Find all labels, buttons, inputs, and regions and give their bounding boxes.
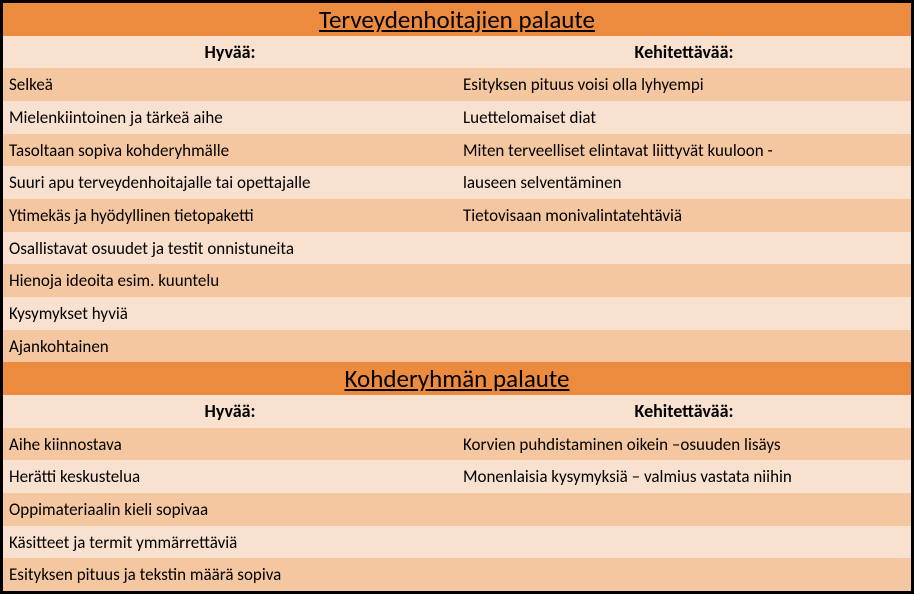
cell-improve — [457, 526, 911, 559]
table-row: Hienoja ideoita esim. kuuntelu — [3, 264, 911, 297]
col-header-good: Hyvää: — [3, 36, 457, 69]
table-row: Suuri apu terveydenhoitajalle tai opetta… — [3, 166, 911, 199]
table-row: Mielenkiintoinen ja tärkeä aihe Luettelo… — [3, 101, 911, 134]
table-row: Oppimateriaalin kieli sopivaa — [3, 493, 911, 526]
section-title: Terveydenhoitajien palaute — [3, 3, 911, 36]
table-row: Selkeä Esityksen pituus voisi olla lyhye… — [3, 68, 911, 101]
cell-good: Käsitteet ja termit ymmärrettäviä — [3, 526, 457, 559]
column-header-row: Hyvää: Kehitettävää: — [3, 395, 911, 428]
table-row: Kysymykset hyviä — [3, 297, 911, 330]
col-header-improve: Kehitettävää: — [457, 395, 911, 428]
column-header-row: Hyvää: Kehitettävää: — [3, 36, 911, 69]
cell-good: Herätti keskustelua — [3, 460, 457, 493]
cell-good: Kysymykset hyviä — [3, 297, 457, 330]
cell-improve — [457, 558, 911, 591]
section-title: Kohderyhmän palaute — [3, 362, 911, 395]
cell-improve — [457, 264, 911, 297]
cell-improve — [457, 330, 911, 363]
cell-improve: Esityksen pituus voisi olla lyhyempi — [457, 68, 911, 101]
cell-improve — [457, 493, 911, 526]
cell-good: Ytimekäs ja hyödyllinen tietopaketti — [3, 199, 457, 232]
cell-good: Suuri apu terveydenhoitajalle tai opetta… — [3, 166, 457, 199]
table-row: Aihe kiinnostava Korvien puhdistaminen o… — [3, 428, 911, 461]
cell-good: Osallistavat osuudet ja testit onnistune… — [3, 232, 457, 265]
cell-good: Tasoltaan sopiva kohderyhmälle — [3, 134, 457, 167]
table-row: Osallistavat osuudet ja testit onnistune… — [3, 232, 911, 265]
cell-improve: Luettelomaiset diat — [457, 101, 911, 134]
cell-improve: lauseen selventäminen — [457, 166, 911, 199]
table-row: Käsitteet ja termit ymmärrettäviä — [3, 526, 911, 559]
cell-improve — [457, 297, 911, 330]
section-title-row: Kohderyhmän palaute — [3, 362, 911, 395]
cell-improve: Korvien puhdistaminen oikein –osuuden li… — [457, 428, 911, 461]
table-row: Ajankohtainen — [3, 330, 911, 363]
table-row: Tasoltaan sopiva kohderyhmälle Miten ter… — [3, 134, 911, 167]
col-header-good: Hyvää: — [3, 395, 457, 428]
cell-good: Selkeä — [3, 68, 457, 101]
table-row: Ytimekäs ja hyödyllinen tietopaketti Tie… — [3, 199, 911, 232]
table-row: Esityksen pituus ja tekstin määrä sopiva — [3, 558, 911, 591]
cell-good: Hienoja ideoita esim. kuuntelu — [3, 264, 457, 297]
cell-good: Esityksen pituus ja tekstin määrä sopiva — [3, 558, 457, 591]
cell-good: Oppimateriaalin kieli sopivaa — [3, 493, 457, 526]
cell-good: Aihe kiinnostava — [3, 428, 457, 461]
col-header-improve: Kehitettävää: — [457, 36, 911, 69]
section-title-row: Terveydenhoitajien palaute — [3, 3, 911, 36]
cell-improve — [457, 232, 911, 265]
cell-improve: Monenlaisia kysymyksiä – valmius vastata… — [457, 460, 911, 493]
feedback-table: Terveydenhoitajien palaute Hyvää: Kehite… — [0, 0, 914, 594]
cell-good: Mielenkiintoinen ja tärkeä aihe — [3, 101, 457, 134]
table-row: Herätti keskustelua Monenlaisia kysymyks… — [3, 460, 911, 493]
cell-good: Ajankohtainen — [3, 330, 457, 363]
cell-improve: Miten terveelliset elintavat liittyvät k… — [457, 134, 911, 167]
cell-improve: Tietovisaan monivalintatehtäviä — [457, 199, 911, 232]
